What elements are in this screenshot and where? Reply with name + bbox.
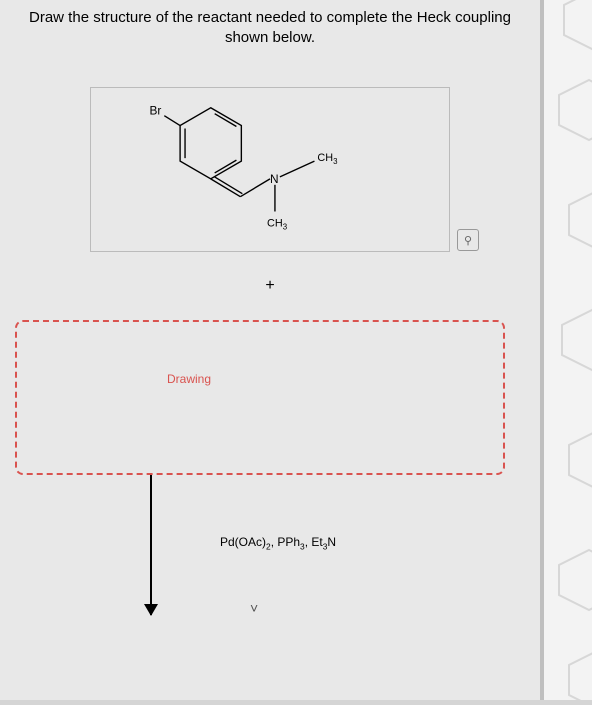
plus-sign: + <box>20 277 520 295</box>
br-label: Br <box>149 104 161 118</box>
arrow-region: Pd(OAc)2, PPh3, Et3N ˅ <box>20 485 520 625</box>
side-strip <box>540 0 592 700</box>
drawing-label: Drawing <box>167 372 211 386</box>
catalyst-text: Pd(OAc)2, PPh3, Et3N <box>220 535 336 551</box>
zoom-icon[interactable]: ⚲ <box>457 229 479 251</box>
molecule-svg: Br N CH3 CH3 <box>91 88 449 251</box>
main-panel: Draw the structure of the reactant neede… <box>0 0 540 700</box>
ch3-upper: CH3 <box>317 152 338 166</box>
reaction-arrow-icon <box>150 475 152 615</box>
question-text: Draw the structure of the reactant neede… <box>20 8 520 47</box>
side-hex-pattern <box>544 0 592 700</box>
chevron-down-icon[interactable]: ˅ <box>250 600 258 616</box>
question-line1: Draw the structure of the reactant neede… <box>29 9 511 26</box>
drawing-box[interactable]: Drawing <box>15 320 505 475</box>
molecule-box: Br N CH3 CH3 ⚲ <box>90 87 450 252</box>
question-line2: shown below. <box>225 29 315 46</box>
n-label: N <box>270 172 279 186</box>
ch3-lower: CH3 <box>267 217 288 231</box>
